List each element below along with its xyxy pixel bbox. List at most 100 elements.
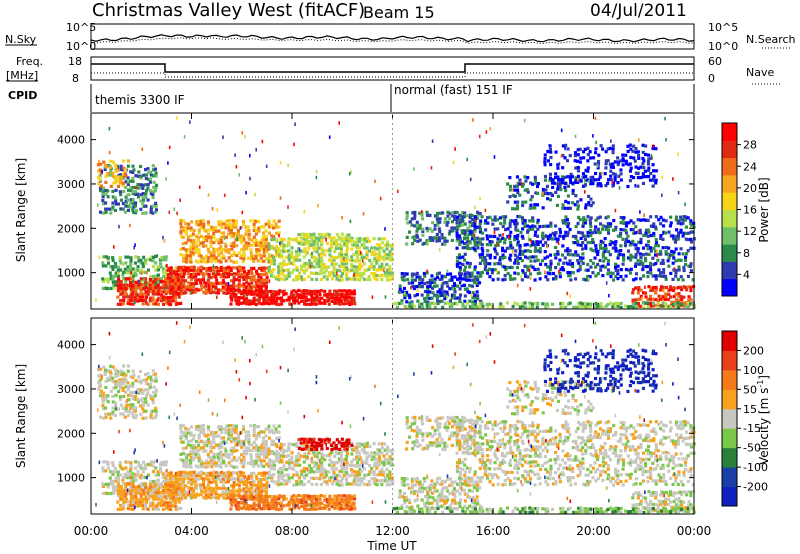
power-cell <box>611 144 615 148</box>
power-cell <box>378 265 382 269</box>
power-cell <box>355 265 359 269</box>
power-cell <box>211 207 214 211</box>
velocity-cell <box>209 443 213 447</box>
power-cell <box>229 268 233 272</box>
velocity-cell <box>245 452 249 456</box>
power-cell <box>320 259 324 263</box>
noise-tick-left-top: 10^5 <box>66 21 96 34</box>
power-cell <box>581 231 585 235</box>
power-cell <box>319 262 323 266</box>
power-cell <box>114 208 118 213</box>
velocity-cell <box>214 496 218 500</box>
power-cell <box>164 286 168 290</box>
power-cell <box>247 275 251 279</box>
power-cell <box>408 301 412 305</box>
power-cell <box>628 243 632 247</box>
power-cell <box>242 285 246 289</box>
velocity-cell <box>205 472 209 476</box>
power-cell <box>486 216 490 220</box>
power-cell <box>652 222 656 226</box>
power-cell <box>544 241 548 245</box>
power-cell <box>586 240 590 245</box>
power-cell <box>654 253 658 257</box>
power-cell <box>685 252 689 256</box>
power-cell <box>277 249 281 253</box>
power-cell <box>252 296 256 300</box>
power-cell <box>309 271 313 275</box>
velocity-cell <box>239 439 243 443</box>
power-cell <box>108 271 112 275</box>
power-cell <box>310 277 314 281</box>
velocity-cell <box>226 476 230 481</box>
velocity-cell <box>230 452 234 456</box>
power-cell <box>642 246 646 250</box>
velocity-cell <box>96 368 100 372</box>
power-cell <box>415 271 419 275</box>
velocity-cell <box>232 486 236 490</box>
power-cell <box>639 210 641 214</box>
power-cell <box>661 285 665 289</box>
power-cell <box>687 285 691 289</box>
velocity-cell <box>179 493 183 497</box>
power-cell <box>103 167 107 171</box>
power-cell <box>413 216 417 220</box>
power-cell <box>144 176 148 181</box>
velocity-cell <box>194 464 198 468</box>
power-cell <box>126 176 130 180</box>
velocity-cell <box>152 373 156 377</box>
power-cell <box>533 175 537 179</box>
velocity-cell <box>222 471 226 475</box>
power-cell <box>280 296 284 300</box>
power-cell <box>202 225 206 229</box>
power-cell <box>107 207 111 211</box>
power-cell <box>161 295 165 299</box>
velocity-cell <box>124 485 128 489</box>
velocity-cell <box>195 449 199 453</box>
power-cell <box>418 211 422 215</box>
power-cell <box>126 299 130 303</box>
power-cell <box>230 298 234 302</box>
velocity-cell <box>119 383 123 387</box>
power-cell <box>315 247 319 251</box>
power-cell <box>410 286 412 290</box>
velocity-cell <box>131 482 135 486</box>
power-cell <box>156 277 160 281</box>
power-cell <box>479 196 481 201</box>
velocity-cell <box>139 482 143 486</box>
velocity-cell <box>205 477 209 481</box>
velocity-cell <box>114 383 118 387</box>
power-cell <box>204 291 208 295</box>
velocity-cell <box>222 492 226 496</box>
power-cell <box>247 269 251 273</box>
power-cell <box>113 261 117 266</box>
power-cell <box>684 285 688 290</box>
power-cell <box>581 234 585 238</box>
power-cell <box>560 128 563 133</box>
power-cell <box>98 178 102 182</box>
power-cell <box>518 182 522 186</box>
velocity-cell <box>211 474 215 478</box>
power-cell <box>646 153 650 157</box>
power-cell <box>350 264 354 269</box>
velocity-cell <box>254 492 258 496</box>
power-cell <box>215 281 219 285</box>
power-cell <box>334 274 338 278</box>
power-cell <box>634 255 638 259</box>
power-cell <box>647 157 651 161</box>
power-cell <box>596 164 599 168</box>
power-cell <box>607 228 611 232</box>
power-cell <box>325 295 329 299</box>
power-cell <box>568 259 572 263</box>
power-cell <box>144 290 148 294</box>
power-cell <box>552 277 556 281</box>
power-cell <box>676 301 680 305</box>
power-cell <box>388 278 392 282</box>
velocity-cell <box>146 403 150 407</box>
power-cell <box>207 256 211 260</box>
power-cell <box>544 305 548 309</box>
velocity-cell <box>144 491 148 495</box>
velocity-cell <box>191 480 195 484</box>
velocity-cell <box>199 465 203 469</box>
power-cell <box>219 220 223 224</box>
power-cell <box>205 254 209 258</box>
